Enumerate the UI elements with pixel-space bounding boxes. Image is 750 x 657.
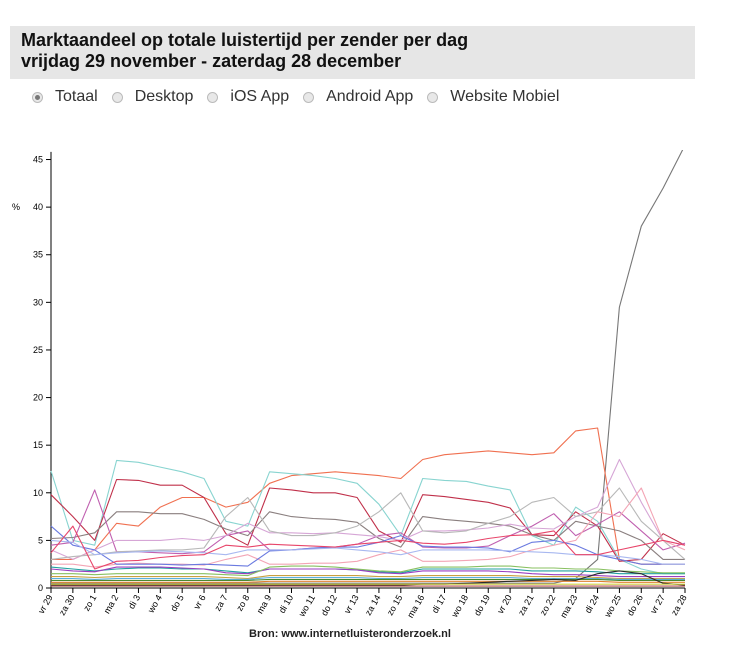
x-tick-label: ma 16	[405, 593, 426, 620]
radio-label: Totaal	[55, 88, 98, 105]
chart-title: Marktaandeel op totale luistertijd per z…	[21, 30, 469, 50]
x-tick-label: vr 6	[192, 593, 208, 611]
x-tick-label: di 17	[430, 593, 448, 615]
series-line	[51, 576, 685, 580]
x-tick-label: di 10	[277, 593, 295, 615]
x-tick-label: za 30	[57, 593, 77, 617]
radio-button-icon[interactable]	[427, 91, 439, 103]
radio-button-icon[interactable]	[207, 91, 219, 103]
y-axis-label: %	[12, 202, 20, 212]
series-line	[50, 511, 685, 560]
radio-totaal[interactable]: Totaal	[32, 88, 98, 106]
series-line	[50, 487, 686, 560]
radio-website-mobiel[interactable]: Website Mobiel	[427, 88, 559, 106]
y-tick-label: 45	[33, 155, 43, 165]
x-tick-label: za 14	[363, 593, 383, 617]
series-line	[50, 525, 686, 570]
x-tick-label: za 21	[516, 593, 536, 617]
series-line	[51, 575, 685, 580]
radio-label: Android App	[326, 88, 414, 105]
radio-ios-app[interactable]: iOS App	[207, 88, 289, 106]
y-tick-label: 20	[33, 393, 43, 403]
series-line	[50, 478, 686, 562]
series-line	[50, 525, 685, 567]
y-tick-label: 30	[33, 297, 43, 307]
x-tick-label: vr 13	[342, 593, 361, 615]
series-line	[50, 458, 686, 560]
x-tick-label: ma 2	[102, 593, 121, 615]
x-tick-label: vr 29	[36, 593, 55, 615]
y-tick-label: 25	[33, 345, 43, 355]
x-tick-label: zo 8	[234, 593, 251, 613]
x-tick-label: do 12	[319, 593, 339, 618]
series-line	[50, 566, 685, 578]
x-tick-label: zo 1	[81, 593, 98, 613]
series-line	[51, 578, 685, 581]
source-credit: Bron: www.internetluisteronderzoek.nl	[249, 628, 451, 640]
x-tick-label: do 5	[168, 593, 185, 613]
radio-label: Desktop	[134, 88, 194, 105]
radio-desktop[interactable]: Desktop	[111, 88, 194, 106]
series-line	[51, 565, 685, 577]
radio-label: iOS App	[230, 88, 290, 105]
radio-button-icon[interactable]	[111, 91, 123, 103]
y-tick-label: 10	[33, 488, 43, 498]
series-line	[50, 489, 686, 555]
x-tick-label: wo 18	[449, 593, 470, 620]
x-tick-label: do 19	[472, 593, 492, 618]
x-tick-label: wo 4	[145, 593, 164, 615]
y-tick-label: 0	[38, 583, 43, 593]
y-tick-label: 35	[33, 250, 43, 260]
series-line	[51, 427, 685, 565]
radio-android-app[interactable]: Android App	[303, 88, 413, 106]
radio-button-icon[interactable]	[32, 91, 43, 103]
y-tick-label: 5	[38, 535, 43, 545]
chart-header: Marktaandeel op totale luistertijd per z…	[10, 26, 695, 79]
x-tick-label: ma 23	[558, 593, 579, 620]
series-line	[51, 150, 684, 584]
platform-radio-group: Totaal Desktop iOS App Android App Websi…	[32, 88, 573, 106]
series-line	[51, 580, 685, 583]
x-tick-label: zo 22	[538, 593, 558, 617]
y-tick-label: 15	[33, 440, 43, 450]
line-chart: 0 5 10 15 20 25 30 35 40 45% vr 29 za 30 zo 1 ma 2 di …	[12, 150, 689, 620]
radio-button-icon[interactable]	[303, 91, 315, 103]
y-tick-label: 40	[33, 202, 43, 212]
x-tick-label: wo 11	[296, 593, 317, 619]
series-line	[51, 570, 686, 586]
x-tick-label: za 28	[669, 593, 689, 617]
radio-label: Website Mobiel	[450, 88, 560, 105]
x-tick-label: do 26	[625, 593, 645, 618]
x-tick-label: ma 9	[255, 593, 274, 615]
chart-subtitle: vrijdag 29 november - zaterdag 28 decemb…	[21, 51, 402, 71]
x-tick-label: di 3	[126, 593, 142, 611]
x-tick-label: za 7	[212, 593, 229, 613]
series-line	[50, 459, 685, 575]
x-tick-label: di 24	[583, 593, 601, 615]
x-tick-label: zo 15	[385, 593, 405, 617]
x-tick-label: wo 25	[602, 593, 623, 620]
x-tick-label: vr 20	[495, 593, 514, 615]
x-tick-label: vr 27	[648, 593, 667, 615]
